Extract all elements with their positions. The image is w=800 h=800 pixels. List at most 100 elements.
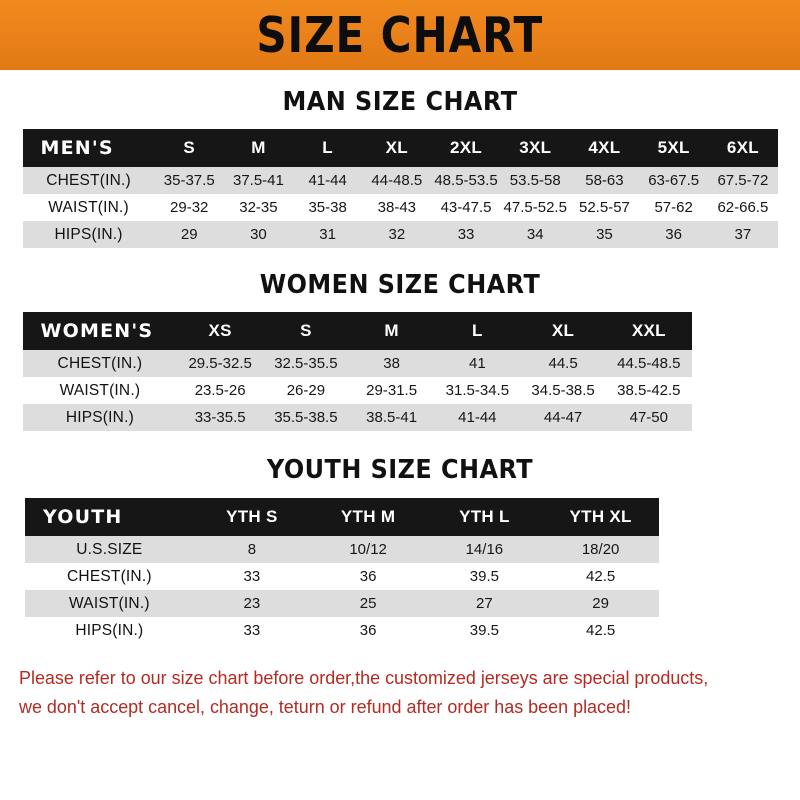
women-measurement-value: 32.5-35.5 — [263, 350, 349, 377]
men-measurement-value: 52.5-57 — [569, 194, 640, 221]
women-measurement-value: 38.5-41 — [348, 404, 435, 431]
men-size-column-header: L — [322, 138, 333, 157]
youth-cell-spacer — [658, 590, 775, 617]
youth-measurement-value: 29 — [542, 590, 659, 617]
men-measurement-value: 67.5-72 — [708, 167, 778, 194]
table-row: WAIST(IN.) 29-32 32-35 35-38 38-43 43-47.5 47.… — [22, 194, 778, 221]
women-measurement-value: 31.5-34.5 — [434, 377, 521, 404]
order-policy-note: Please refer to our size chart before or… — [19, 664, 758, 721]
youth-header-spacer — [658, 498, 775, 536]
men-measurement-value: 53.5-58 — [500, 167, 570, 194]
men-table-container: MEN'S S M L XL 2XL 3XL 4XL 5XL 6XL CHEST(IN.) 35-3… — [22, 129, 778, 248]
table-row: WAIST(IN.) 23 25 27 29 — [25, 590, 775, 617]
youth-table-body: U.S.SIZE 8 10/12 14/16 18/20 CHEST(IN.) 33 36 3… — [25, 536, 775, 644]
men-measurement-value: 32-35 — [223, 194, 294, 221]
youth-measurement-label: HIPS(IN.) — [25, 617, 194, 644]
men-measurement-value: 35 — [569, 221, 640, 248]
men-section-title: MAN SIZE CHART — [282, 87, 518, 117]
women-measurement-label: WAIST(IN.) — [22, 377, 178, 404]
youth-measurement-value: 10/12 — [310, 536, 427, 563]
youth-measurement-value: 39.5 — [426, 617, 543, 644]
men-size-column-header: 2XL — [450, 138, 483, 157]
men-measurement-value: 43-47.5 — [431, 194, 501, 221]
youth-section-title: YOUTH SIZE CHART — [266, 455, 534, 485]
youth-measurement-value: 36 — [310, 617, 427, 644]
men-measurement-value: 33 — [431, 221, 501, 248]
women-measurement-value: 44.5 — [520, 350, 606, 377]
men-measurement-value: 36 — [639, 221, 709, 248]
men-size-column-header: 4XL — [588, 138, 621, 157]
youth-measurement-value: 14/16 — [426, 536, 543, 563]
youth-measurement-value: 42.5 — [542, 617, 659, 644]
women-table-corner-label: WOMEN'S — [40, 320, 154, 342]
men-size-column-header: S — [183, 138, 196, 157]
youth-measurement-value: 23 — [193, 590, 310, 617]
men-measurement-value: 37.5-41 — [223, 167, 294, 194]
men-measurement-value: 63-67.5 — [639, 167, 709, 194]
women-measurement-value: 41 — [434, 350, 521, 377]
men-size-column-header: M — [251, 138, 266, 157]
women-table-body: CHEST(IN.) 29.5-32.5 32.5-35.5 38 41 44.5 44.5… — [22, 350, 778, 431]
youth-measurement-value: 39.5 — [426, 563, 543, 590]
men-table-body: CHEST(IN.) 35-37.5 37.5-41 41-44 44-48.5 48.5… — [22, 167, 778, 248]
men-measurement-value: 41-44 — [293, 167, 363, 194]
table-row: HIPS(IN.) 29 30 31 32 33 34 35 36 37 — [22, 221, 778, 248]
men-size-column-header: 5XL — [657, 138, 690, 157]
table-row: CHEST(IN.) 29.5-32.5 32.5-35.5 38 41 44.5 44.5… — [22, 350, 778, 377]
table-row: CHEST(IN.) 35-37.5 37.5-41 41-44 44-48.5 48.5… — [22, 167, 778, 194]
youth-measurement-value: 33 — [193, 563, 310, 590]
men-size-column-header: XL — [385, 138, 408, 157]
youth-cell-spacer — [658, 563, 775, 590]
women-size-column-header: S — [300, 321, 312, 340]
table-row: U.S.SIZE 8 10/12 14/16 18/20 — [25, 536, 775, 563]
youth-table-corner-label: YOUTH — [43, 506, 123, 528]
men-measurement-label: WAIST(IN.) — [22, 194, 155, 221]
men-measurement-value: 58-63 — [569, 167, 640, 194]
women-measurement-value: 38.5-42.5 — [605, 377, 692, 404]
table-row: WAIST(IN.) 23.5-26 26-29 29-31.5 31.5-34.5 34… — [22, 377, 778, 404]
women-measurement-value: 41-44 — [434, 404, 521, 431]
men-measurement-value: 31 — [293, 221, 363, 248]
youth-size-column-header: YTH XL — [569, 507, 632, 526]
men-table-head: MEN'S S M L XL 2XL 3XL 4XL 5XL 6XL — [22, 129, 778, 167]
men-table-corner-label: MEN'S — [40, 137, 114, 159]
women-measurement-value: 35.5-38.5 — [263, 404, 349, 431]
order-policy-note-line-2: we don't accept cancel, change, teturn o… — [19, 695, 631, 717]
women-measurement-value: 44-47 — [520, 404, 606, 431]
women-measurement-value: 44.5-48.5 — [605, 350, 692, 377]
women-header-spacer — [691, 312, 778, 350]
men-measurement-value: 37 — [708, 221, 778, 248]
table-row: CHEST(IN.) 33 36 39.5 42.5 — [25, 563, 775, 590]
women-cell-spacer — [691, 404, 778, 431]
youth-measurement-label: U.S.SIZE — [25, 536, 194, 563]
youth-cell-spacer — [658, 536, 775, 563]
men-measurement-label: CHEST(IN.) — [22, 167, 155, 194]
women-cell-spacer — [691, 377, 778, 404]
men-measurement-value: 48.5-53.5 — [431, 167, 501, 194]
women-size-column-header: XL — [551, 321, 575, 340]
women-measurement-value: 29.5-32.5 — [177, 350, 264, 377]
women-measurement-value: 33-35.5 — [177, 404, 264, 431]
youth-size-table: YOUTH YTH S YTH M YTH L YTH XL U.S.SIZE 8 10/1… — [25, 498, 775, 644]
youth-size-column-header: YTH S — [226, 507, 278, 526]
men-measurement-value: 29-32 — [154, 194, 224, 221]
women-size-section: WOMEN SIZE CHART WOMEN'S XS S M L XL XXL CHEST… — [0, 270, 800, 431]
women-table-head: WOMEN'S XS S M L XL XXL — [22, 312, 778, 350]
youth-table-head: YOUTH YTH S YTH M YTH L YTH XL — [25, 498, 775, 536]
women-cell-spacer — [691, 350, 778, 377]
men-measurement-value: 35-37.5 — [154, 167, 224, 194]
order-policy-note-line-1: Please refer to our size chart before or… — [19, 667, 709, 688]
men-measurement-label: HIPS(IN.) — [22, 221, 155, 248]
men-size-section: MAN SIZE CHART MEN'S S M L XL 2XL 3XL 4XL 5XL 6XL… — [0, 87, 800, 248]
men-measurement-value: 30 — [223, 221, 294, 248]
page-title: SIZE CHART — [256, 6, 544, 64]
women-measurement-value: 29-31.5 — [348, 377, 435, 404]
women-measurement-value: 38 — [348, 350, 435, 377]
men-measurement-value: 35-38 — [293, 194, 363, 221]
men-size-table: MEN'S S M L XL 2XL 3XL 4XL 5XL 6XL CHEST(IN.) 35-3… — [22, 129, 778, 248]
women-size-column-header: XS — [208, 321, 232, 340]
page-banner: SIZE CHART — [0, 0, 800, 70]
women-measurement-value: 47-50 — [605, 404, 692, 431]
men-measurement-value: 34 — [500, 221, 570, 248]
women-table-container: WOMEN'S XS S M L XL XXL CHEST(IN.) 29.5-32.5 32.… — [22, 312, 778, 431]
